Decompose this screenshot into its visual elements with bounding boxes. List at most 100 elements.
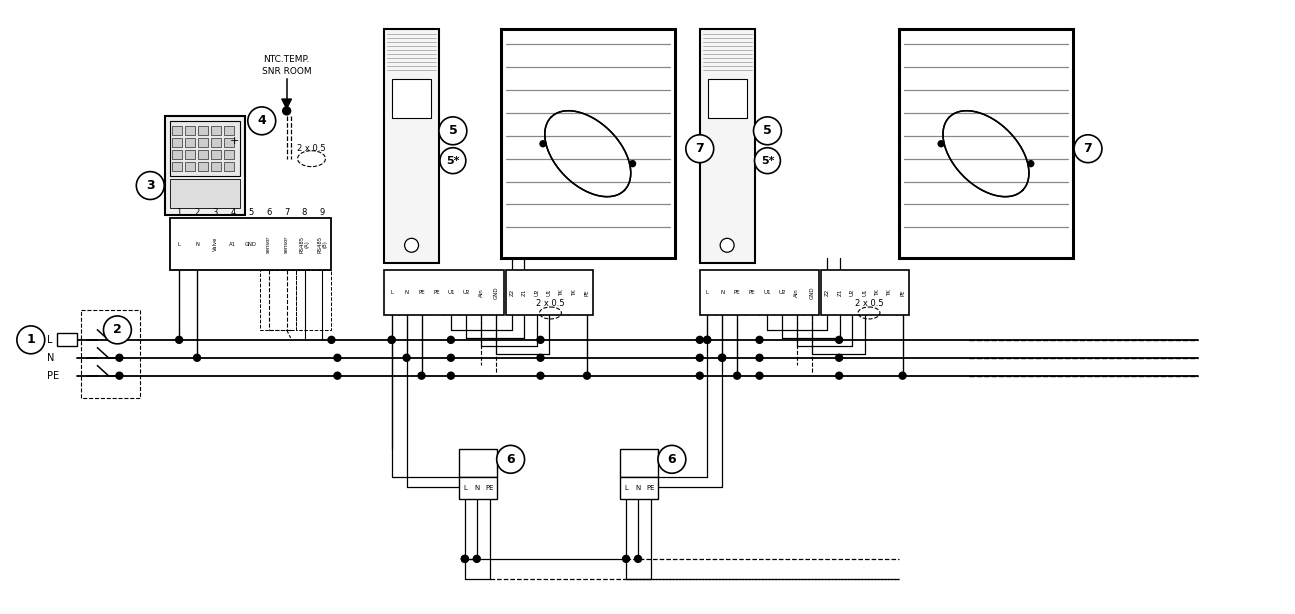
Circle shape — [117, 354, 123, 361]
Bar — [385, 270, 504, 315]
Bar — [821, 270, 909, 315]
Circle shape — [658, 445, 686, 473]
Text: 7: 7 — [284, 208, 289, 217]
Circle shape — [388, 336, 395, 343]
Circle shape — [247, 107, 276, 135]
Text: N: N — [196, 242, 199, 247]
Bar — [170, 219, 332, 270]
Circle shape — [388, 336, 395, 343]
Text: sensor: sensor — [284, 236, 289, 253]
Bar — [57, 333, 76, 346]
Text: PE: PE — [646, 485, 655, 491]
Circle shape — [938, 141, 944, 147]
Text: +: + — [231, 136, 240, 146]
Circle shape — [537, 372, 544, 379]
Text: U2: U2 — [535, 289, 540, 297]
Circle shape — [447, 336, 455, 343]
Bar — [224, 138, 234, 147]
Circle shape — [136, 172, 164, 200]
Circle shape — [537, 354, 544, 361]
Text: 2 x 0.5: 2 x 0.5 — [855, 298, 883, 308]
Text: PE: PE — [418, 290, 425, 295]
Bar — [198, 161, 208, 171]
Text: PE: PE — [900, 289, 905, 296]
Bar — [170, 121, 240, 176]
Text: L: L — [624, 485, 628, 491]
Circle shape — [899, 372, 906, 379]
Text: TK: TK — [572, 289, 578, 296]
Text: PE: PE — [486, 485, 493, 491]
Text: 5*: 5* — [447, 156, 460, 166]
Text: 5: 5 — [763, 124, 772, 138]
Text: U1: U1 — [862, 289, 868, 297]
Circle shape — [447, 354, 455, 361]
Text: 3: 3 — [212, 208, 218, 217]
Circle shape — [117, 372, 123, 379]
Text: L: L — [706, 290, 708, 295]
Text: U1: U1 — [546, 289, 552, 297]
Bar — [172, 150, 183, 158]
Text: 8: 8 — [302, 208, 307, 217]
Text: RS485
(A): RS485 (A) — [299, 236, 310, 253]
Circle shape — [282, 107, 290, 115]
Text: N: N — [47, 353, 54, 363]
Bar — [458, 449, 497, 477]
Circle shape — [835, 372, 843, 379]
Bar — [172, 138, 183, 147]
Text: U2: U2 — [462, 290, 470, 295]
Text: U2: U2 — [850, 289, 855, 297]
Text: Z1: Z1 — [522, 289, 527, 296]
Bar — [198, 126, 208, 135]
Circle shape — [756, 354, 763, 361]
Circle shape — [176, 336, 183, 343]
Circle shape — [193, 354, 201, 361]
Bar — [505, 270, 593, 315]
Text: N: N — [720, 290, 724, 295]
Circle shape — [404, 238, 418, 252]
Bar — [198, 150, 208, 158]
Circle shape — [697, 354, 703, 361]
Circle shape — [540, 141, 546, 147]
Text: N: N — [636, 485, 641, 491]
Text: 2 x 0.5: 2 x 0.5 — [536, 298, 565, 308]
Bar — [224, 150, 234, 158]
Text: Z2: Z2 — [509, 289, 514, 296]
Circle shape — [403, 354, 411, 361]
Polygon shape — [282, 99, 291, 109]
Circle shape — [440, 148, 466, 174]
Bar — [172, 161, 183, 171]
Text: L: L — [177, 242, 180, 247]
Circle shape — [703, 336, 711, 343]
Text: N: N — [404, 290, 409, 295]
Text: 6: 6 — [668, 453, 676, 466]
Circle shape — [418, 372, 425, 379]
Text: NTC.TEMP.: NTC.TEMP. — [263, 55, 310, 64]
Circle shape — [703, 336, 711, 343]
Text: PE: PE — [584, 289, 589, 296]
Circle shape — [720, 238, 734, 252]
Text: 2: 2 — [113, 324, 122, 336]
Circle shape — [697, 336, 703, 343]
Text: 4: 4 — [258, 114, 267, 127]
Text: 1: 1 — [26, 333, 35, 346]
Circle shape — [334, 372, 341, 379]
Text: Z1: Z1 — [838, 289, 843, 296]
Circle shape — [104, 316, 131, 344]
Bar — [295, 270, 332, 330]
Circle shape — [328, 336, 335, 343]
Text: PE: PE — [734, 290, 741, 295]
Text: GND: GND — [493, 286, 499, 299]
Circle shape — [461, 556, 469, 562]
Text: U2: U2 — [778, 290, 786, 295]
Circle shape — [584, 372, 591, 379]
Text: 1: 1 — [176, 208, 181, 217]
Bar — [620, 477, 658, 499]
Bar — [260, 270, 295, 330]
Bar — [211, 138, 221, 147]
Bar — [166, 116, 245, 216]
Circle shape — [697, 372, 703, 379]
Text: 6: 6 — [265, 208, 272, 217]
Bar — [699, 270, 820, 315]
Circle shape — [117, 336, 123, 343]
Bar — [385, 29, 439, 263]
